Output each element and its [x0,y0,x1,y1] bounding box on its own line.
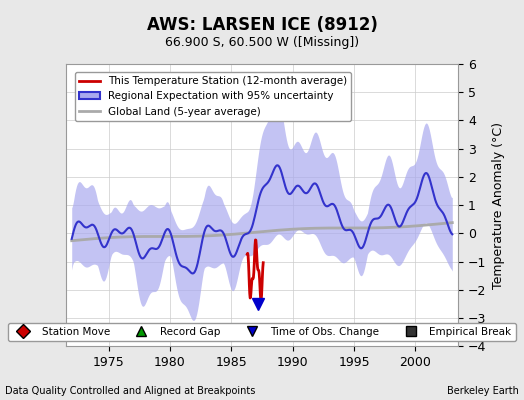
Text: 66.900 S, 60.500 W ([Missing]): 66.900 S, 60.500 W ([Missing]) [165,36,359,49]
Text: Data Quality Controlled and Aligned at Breakpoints: Data Quality Controlled and Aligned at B… [5,386,256,396]
Legend: Station Move, Record Gap, Time of Obs. Change, Empirical Break: Station Move, Record Gap, Time of Obs. C… [8,323,516,341]
Text: Berkeley Earth: Berkeley Earth [447,386,519,396]
Text: AWS: LARSEN ICE (8912): AWS: LARSEN ICE (8912) [147,16,377,34]
Y-axis label: Temperature Anomaly (°C): Temperature Anomaly (°C) [492,122,505,289]
